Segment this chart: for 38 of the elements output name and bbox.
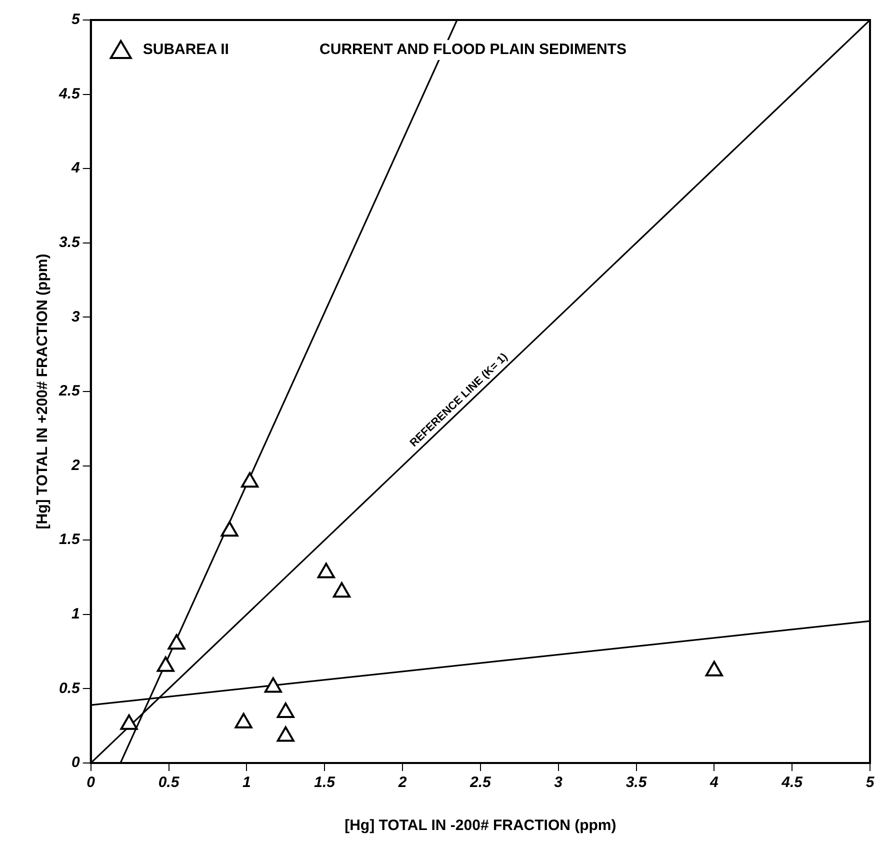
x-tick-label: 0.5 [158,774,180,792]
text: CURRENT AND FLOOD PLAIN SEDIMENTS [320,41,626,58]
x-axis-title: [Hg] TOTAL IN -200# FRACTION (ppm) [344,817,616,834]
point [234,712,252,728]
y-tick-label: 2.5 [58,382,80,400]
y-tick-label: 2 [70,456,81,474]
y-tick-label: 1.5 [58,531,80,548]
x-tick-label: 2.5 [468,774,492,792]
y-tick-label: 4 [70,160,81,177]
x-tick-label: 3.5 [626,774,648,792]
x-tick-label: 4.5 [780,774,804,792]
x-tick-label: 1.5 [314,774,336,792]
point [276,702,294,718]
y-tick-label: 4.5 [58,85,80,102]
y-tick-label: 3.5 [58,234,80,252]
point [276,726,294,742]
y-tick-label: 0.5 [58,680,80,697]
x-tick-label: 0 [86,774,96,792]
point [264,677,282,693]
point [241,472,259,488]
legend-label: SUBAREA II [142,41,229,58]
y-tick-label: 5 [72,11,81,28]
point [120,714,138,730]
point [705,660,723,676]
x-tick-label: 3 [554,774,564,792]
x-tick-label: 5 [866,774,875,792]
x-tick-label: 4 [709,774,719,792]
y-tick-label: 0 [72,754,81,772]
point [168,634,186,650]
point [332,582,351,598]
point [220,521,238,537]
y-axis-title: [Hg] TOTAL IN +200# FRACTION (ppm) [34,254,52,530]
y-tick-label: 1 [72,606,80,623]
x-tick-label: 2 [397,774,408,792]
y-tick-label: 3 [72,308,81,326]
x-tick-label: 1 [242,774,251,792]
point [317,562,335,578]
point [156,656,174,672]
